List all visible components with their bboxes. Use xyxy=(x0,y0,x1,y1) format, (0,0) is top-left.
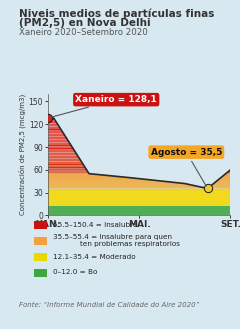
Text: Niveis medios de partículas finas: Niveis medios de partículas finas xyxy=(19,8,215,19)
Text: (PM2,5) en Nova Delhi: (PM2,5) en Nova Delhi xyxy=(19,18,151,28)
Text: Xaneiro = 128,1: Xaneiro = 128,1 xyxy=(51,95,157,117)
Text: 0–12.0 = Bo: 0–12.0 = Bo xyxy=(53,269,97,275)
Text: 35.5–55.4 = Insalubre para quen
            ten problemas respiratorios: 35.5–55.4 = Insalubre para quen ten prob… xyxy=(53,234,180,247)
Text: 55.5–150.4 = Insalubre: 55.5–150.4 = Insalubre xyxy=(53,222,137,228)
Y-axis label: Concentración de PM2,5 (mcg/m3): Concentración de PM2,5 (mcg/m3) xyxy=(18,94,26,215)
Text: Agosto = 35,5: Agosto = 35,5 xyxy=(151,148,222,186)
Text: Fonte: “Informe Mundial de Calidade do Aire 2020”: Fonte: “Informe Mundial de Calidade do A… xyxy=(19,302,199,308)
Text: 12.1–35.4 = Moderado: 12.1–35.4 = Moderado xyxy=(53,254,135,260)
Text: Xaneiro 2020–Setembro 2020: Xaneiro 2020–Setembro 2020 xyxy=(19,28,148,37)
